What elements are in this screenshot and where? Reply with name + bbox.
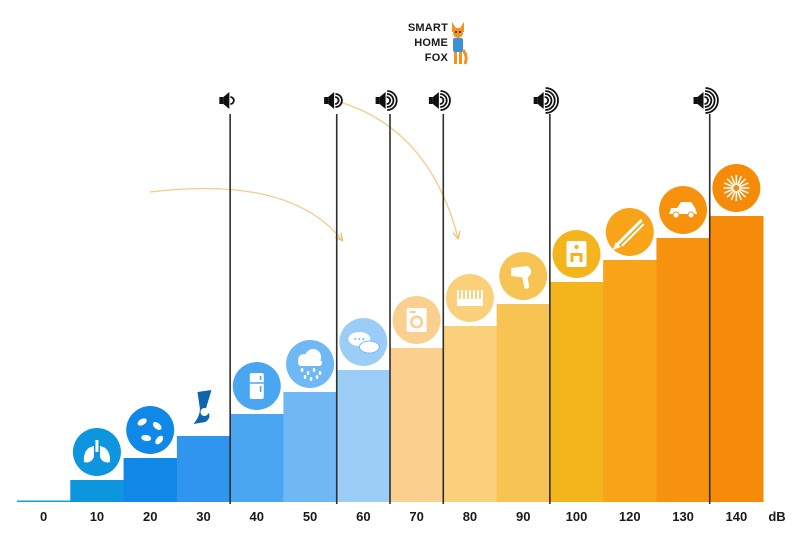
bar-70 — [390, 348, 444, 502]
x-tick-label-90: 90 — [516, 509, 530, 524]
x-tick-label-30: 30 — [196, 509, 210, 524]
fox-mascot-icon — [452, 22, 468, 65]
x-tick-label-50: 50 — [303, 509, 317, 524]
x-tick-label-140: 140 — [726, 509, 748, 524]
logo-line-home: HOME — [414, 37, 448, 49]
icons-layer — [72, 164, 761, 476]
logo-line-smart: SMART — [407, 22, 448, 34]
x-tick-label-100: 100 — [566, 509, 588, 524]
bar-20 — [123, 458, 178, 502]
x-tick-label-0: 0 — [40, 509, 47, 524]
bar-120 — [603, 260, 657, 502]
x-tick-label-120: 120 — [619, 509, 641, 524]
lungs-icon — [72, 428, 121, 476]
x-tick-label-80: 80 — [463, 509, 477, 524]
bar-10 — [70, 480, 125, 502]
x-tick-label-40: 40 — [250, 509, 264, 524]
bar-80 — [443, 326, 498, 502]
x-axis-labels: 0 10 20 30 40 50 60 70 80 90 100 120 130 140 dB — [40, 509, 786, 524]
speaker-icon — [693, 87, 719, 114]
smart-home-fox-logo: SMART HOME FOX — [388, 20, 468, 76]
fireworks-icon — [712, 164, 761, 212]
bar-40 — [230, 414, 284, 502]
x-tick-label-60: 60 — [356, 509, 370, 524]
x-tick-label-130: 130 — [672, 509, 694, 524]
decorative-arrows — [149, 101, 458, 240]
speaker-icon — [324, 92, 343, 109]
logo-line-fox: FOX — [424, 52, 448, 64]
bar-60 — [336, 370, 391, 502]
curved-arrow-left — [149, 187, 342, 240]
x-tick-label-10: 10 — [90, 509, 104, 524]
piano-keyboard-icon — [445, 274, 494, 322]
bar-30 — [176, 436, 231, 502]
bars-layer — [17, 216, 764, 502]
speaker-lines-layer — [219, 87, 719, 504]
trombone-icon — [605, 208, 654, 256]
bar-100 — [549, 282, 604, 502]
rain-cloud-icon — [286, 340, 335, 388]
conversation-icon — [339, 318, 388, 366]
car-icon — [659, 186, 708, 234]
refrigerator-icon — [232, 362, 281, 410]
speaker-icon — [219, 92, 235, 109]
bar-90 — [496, 304, 551, 502]
bar-140 — [709, 216, 764, 502]
x-tick-label-20: 20 — [143, 509, 157, 524]
coffee-machine-icon — [552, 230, 601, 278]
unit-label: dB — [768, 509, 785, 524]
bar-130 — [656, 238, 711, 502]
whisper-icon — [193, 390, 212, 424]
speaker-icon — [375, 90, 398, 111]
bar-50 — [283, 392, 338, 502]
speaker-icon — [533, 87, 559, 114]
curved-arrow-right — [339, 101, 458, 238]
washing-machine-icon — [392, 296, 441, 344]
hair-dryer-icon — [499, 252, 548, 300]
bar-0 — [17, 500, 71, 502]
speaker-icon — [428, 90, 451, 111]
falling-leaves-icon — [126, 406, 175, 454]
x-tick-label-70: 70 — [409, 509, 423, 524]
